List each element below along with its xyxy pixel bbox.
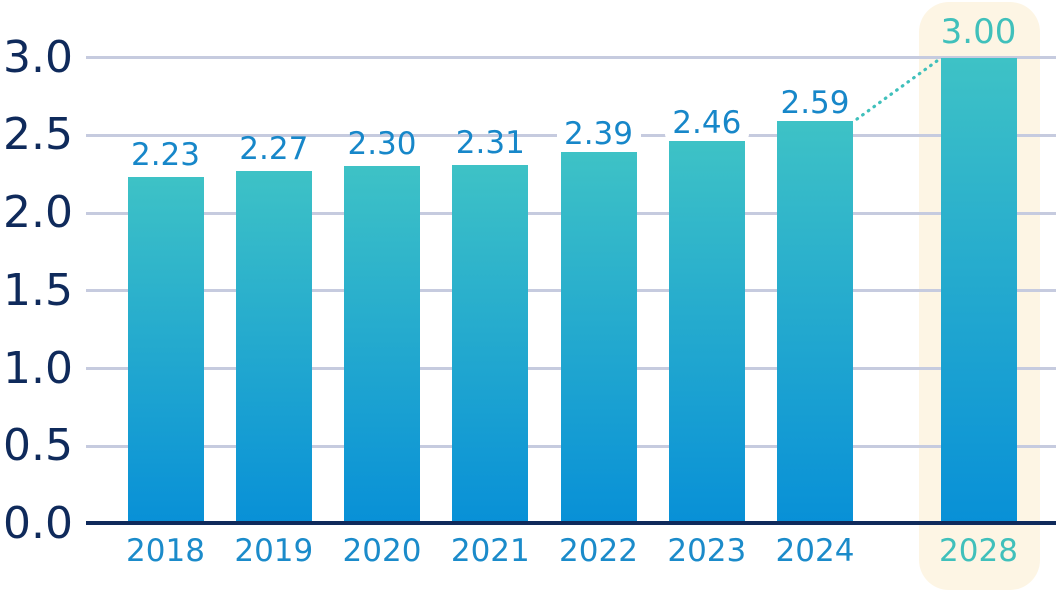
bar-2018 [127, 177, 204, 524]
value-label-2020: 2.30 [347, 126, 417, 163]
value-label-2018: 2.23 [130, 137, 201, 174]
x-axis-label-2022: 2022 [559, 533, 638, 569]
value-label-2019: 2.27 [239, 131, 309, 167]
x-axis-label-2018: 2018 [126, 533, 205, 569]
y-axis-tick-label: 2.5 [3, 109, 73, 161]
x-axis-label-2019: 2019 [234, 533, 314, 569]
x-axis-label-2023: 2023 [667, 533, 747, 569]
x-axis-label-2024: 2024 [775, 533, 855, 569]
bar-2024 [777, 121, 853, 524]
value-label-2022: 2.39 [556, 113, 641, 152]
value-label-2028: 3.00 [940, 12, 1017, 52]
x-axis-line [86, 521, 1056, 525]
bar-2023 [668, 141, 745, 524]
bar-2021 [452, 164, 529, 524]
bar-2020 [344, 166, 420, 524]
gridline-3.0 [86, 56, 1056, 59]
y-axis-tick-label: 1.0 [3, 342, 73, 394]
x-axis-label-2028: 2028 [939, 533, 1018, 569]
bar-2022 [560, 152, 637, 524]
y-axis-tick-label: 0.0 [3, 498, 73, 549]
value-label-2021: 2.31 [455, 124, 525, 161]
value-label-2024: 2.59 [773, 82, 857, 121]
bar-2028 [940, 57, 1017, 524]
bar-2019 [235, 171, 312, 524]
value-label-2023: 2.46 [664, 102, 749, 141]
x-axis-label-2021: 2021 [450, 533, 530, 569]
y-axis-tick-label: 3.0 [3, 31, 73, 83]
y-axis-tick-label: 2.0 [3, 187, 73, 238]
y-axis-tick-label: 0.5 [3, 420, 73, 472]
x-axis-label-2020: 2020 [342, 533, 422, 569]
y-axis-tick-label: 1.5 [3, 264, 73, 316]
